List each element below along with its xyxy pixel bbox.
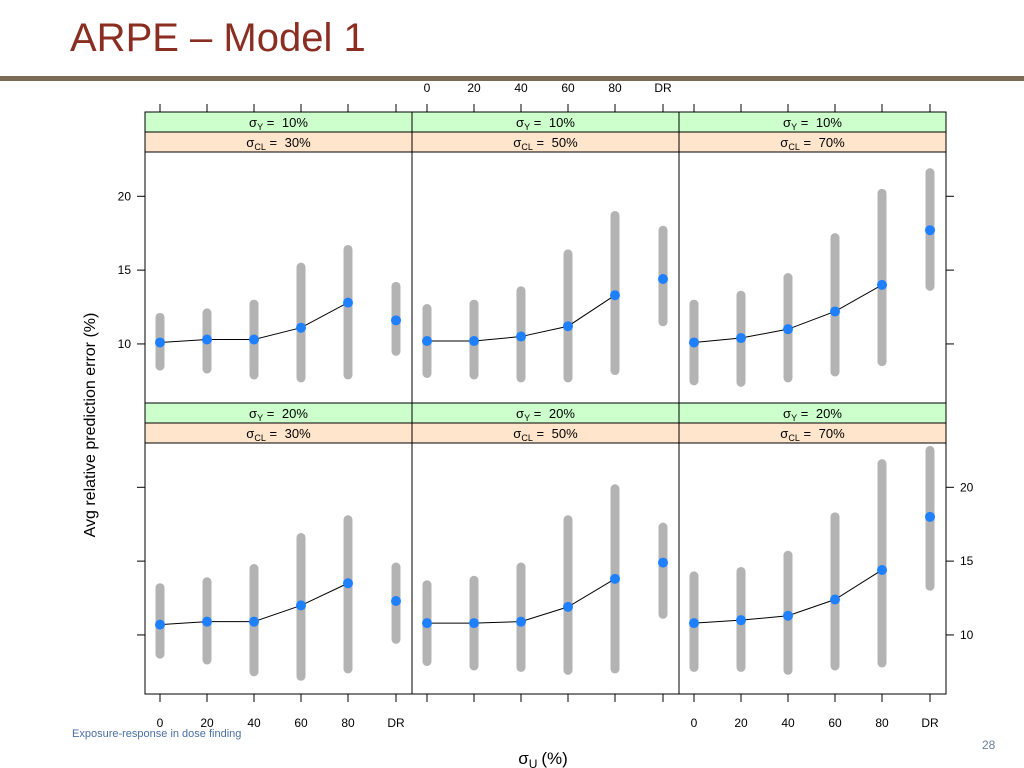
slide-title: ARPE – Model 1 (70, 16, 366, 60)
mean-point (925, 511, 935, 522)
x-tick-label-bottom: 20 (734, 716, 748, 730)
x-axis-label: σU (%) (518, 749, 568, 768)
mean-point (249, 334, 259, 345)
mean-point (877, 564, 887, 575)
strip-sigma-y (144, 111, 413, 133)
mean-point (469, 618, 479, 629)
footer-text: Exposure-response in dose finding (72, 728, 242, 740)
strip-sigma-y (411, 402, 680, 424)
mean-point (783, 610, 793, 621)
y-tick-label-left: 15 (118, 263, 132, 277)
mean-point (202, 334, 212, 345)
strip-label-sigma-cl: σCL = 30% (246, 135, 311, 152)
mean-point (422, 618, 432, 629)
x-tick-label-bottom: 40 (247, 716, 261, 730)
mean-point (422, 335, 432, 346)
mean-point (563, 321, 573, 332)
strip-label-sigma-y: σY = 10% (249, 115, 308, 132)
y-tick-label-right: 10 (960, 628, 974, 642)
strip-label-sigma-cl: σCL = 70% (780, 426, 845, 443)
x-tick-label-bottom: DR (921, 716, 939, 730)
mean-point (343, 297, 353, 308)
panels-layer: σY = 10% σCL = 30% σY = 10% σCL = 50% σY = 1… (144, 111, 947, 695)
page-number: 28 (982, 738, 996, 752)
mean-point (830, 306, 840, 317)
mean-point (249, 616, 259, 627)
mean-point (391, 315, 401, 326)
mean-point (343, 578, 353, 589)
x-tick-label-top: 80 (608, 81, 622, 95)
mean-point (610, 290, 620, 301)
x-tick-label-bottom: 0 (691, 716, 698, 730)
x-tick-label-bottom: DR (387, 716, 405, 730)
x-tick-label-bottom: 80 (341, 716, 355, 730)
mean-point (783, 324, 793, 335)
panel-border (678, 151, 947, 404)
panel-border (411, 151, 680, 404)
mean-point (736, 615, 746, 626)
strip-label-sigma-cl: σCL = 50% (513, 135, 578, 152)
mean-point (296, 600, 306, 611)
panel-border (411, 442, 680, 695)
y-axis-label: Avg relative prediction error (%) (82, 313, 99, 538)
x-tick-label-top: 20 (467, 81, 481, 95)
x-axis-unit: (%) (541, 749, 567, 768)
x-tick-label-bottom: 0 (157, 716, 164, 730)
x-tick-label-top: 40 (514, 81, 528, 95)
title-divider (0, 76, 1024, 81)
x-tick-label-top: 60 (561, 81, 575, 95)
mean-point (155, 619, 165, 630)
mean-point (925, 225, 935, 236)
mean-point (391, 595, 401, 606)
y-tick-label-right: 15 (960, 554, 974, 568)
panel-border (144, 442, 413, 695)
x-tick-label-top: 0 (424, 81, 431, 95)
mean-point (155, 337, 165, 348)
strip-label-sigma-cl: σCL = 50% (513, 426, 578, 443)
strip-label-sigma-y: σY = 20% (516, 406, 575, 423)
mean-point (689, 618, 699, 629)
x-tick-label-bottom: 80 (875, 716, 889, 730)
y-tick-label-left: 10 (118, 337, 132, 351)
strip-label-sigma-y: σY = 20% (249, 406, 308, 423)
x-tick-label-bottom: 20 (200, 716, 214, 730)
mean-point (658, 273, 668, 284)
x-tick-label-bottom: 40 (781, 716, 795, 730)
mean-point (658, 557, 668, 568)
mean-point (610, 573, 620, 584)
y-tick-label-right: 20 (960, 480, 974, 494)
mean-point (469, 335, 479, 346)
x-axis-subscript: U (529, 757, 538, 768)
x-tick-label-top: DR (654, 81, 672, 95)
mean-point (202, 616, 212, 627)
strip-sigma-y (411, 111, 680, 133)
mean-point (516, 616, 526, 627)
y-tick-label-left: 20 (118, 189, 132, 203)
strip-sigma-y (678, 402, 947, 424)
strip-label-sigma-cl: σCL = 70% (780, 135, 845, 152)
strip-sigma-y (678, 111, 947, 133)
x-tick-label-bottom: 60 (828, 716, 842, 730)
x-tick-label-bottom: 60 (294, 716, 308, 730)
x-axis-symbol: σ (518, 749, 529, 768)
panel-border (678, 442, 947, 695)
strip-label-sigma-cl: σCL = 30% (246, 426, 311, 443)
mean-point (877, 279, 887, 290)
panel-border (144, 151, 413, 404)
mean-point (830, 594, 840, 605)
mean-point (736, 333, 746, 344)
mean-point (516, 331, 526, 342)
mean-point (296, 322, 306, 333)
strip-label-sigma-y: σY = 10% (516, 115, 575, 132)
mean-point (689, 337, 699, 348)
strip-label-sigma-y: σY = 10% (783, 115, 842, 132)
mean-point (563, 601, 573, 612)
strip-label-sigma-y: σY = 20% (783, 406, 842, 423)
strip-sigma-y (144, 402, 413, 424)
